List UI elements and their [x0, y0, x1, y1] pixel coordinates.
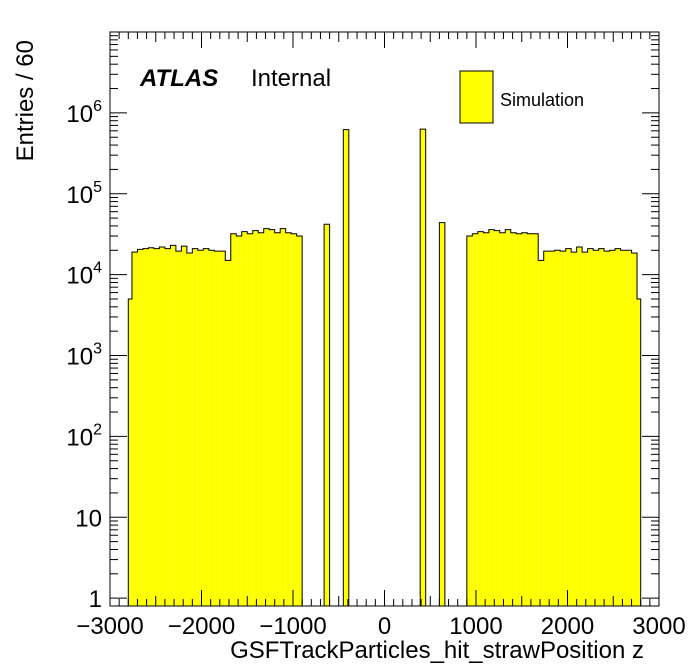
y-axis-ticks: 1 10 102 103 104 105 106: [66, 35, 659, 613]
histogram-bin: [170, 245, 176, 607]
histogram-bin: [247, 233, 253, 606]
legend-swatch: [459, 70, 494, 124]
histogram-bin: [615, 248, 621, 606]
histogram-bin: [263, 228, 270, 606]
histogram-bin: [571, 252, 577, 606]
histogram-bin: [142, 248, 149, 606]
histogram-bin: [192, 248, 198, 606]
histogram-bin: [203, 248, 209, 606]
y-tick-label: 1: [89, 586, 102, 613]
histogram-bin: [499, 232, 506, 607]
histogram-bin: [181, 246, 187, 606]
histogram-bin: [532, 233, 539, 606]
histogram-bin: [128, 298, 132, 606]
histogram-bin: [576, 246, 583, 607]
histogram-bin: [291, 233, 297, 606]
histogram-bin: [269, 229, 275, 606]
histogram-bin: [197, 250, 204, 606]
histogram-bin: [285, 232, 292, 607]
x-axis-label: GSFTrackParticles_hit_strawPosition z: [230, 637, 644, 664]
histogram-bin: [296, 236, 303, 606]
histogram-bin: [554, 250, 561, 606]
histogram-bin: [219, 251, 226, 606]
histogram-outline: [342, 129, 350, 606]
histogram-bin: [593, 250, 599, 606]
histogram-bin: [637, 298, 641, 606]
y-tick-label: 10: [75, 505, 102, 532]
x-axis-ticks: −3000 −2000 −1000 0 1000 2000 3000: [76, 32, 686, 640]
histogram-bin: [236, 236, 242, 606]
histogram-bin: [420, 129, 426, 606]
x-tick-label: 1000: [449, 613, 502, 640]
x-tick-label: 3000: [632, 613, 685, 640]
histogram-bin: [324, 224, 330, 606]
histogram-bin: [565, 248, 572, 606]
histogram-bin: [609, 250, 616, 606]
histogram-bin: [159, 246, 165, 607]
histogram-bin: [488, 229, 495, 606]
histogram-bin: [604, 251, 610, 606]
y-axis-label: Entries / 60: [12, 40, 39, 161]
histogram-bin: [582, 252, 588, 606]
histogram-bin: [252, 230, 259, 606]
histogram-bin: [137, 249, 143, 606]
histogram-bin: [164, 248, 171, 606]
histogram-bin: [214, 251, 220, 606]
histogram-outline: [323, 223, 331, 606]
histogram-outline: [438, 222, 446, 606]
histogram-bin: [225, 260, 231, 606]
histogram-bars: [127, 128, 642, 607]
histogram-bin: [280, 228, 286, 606]
histogram-bin: [620, 250, 627, 606]
histogram-bin: [549, 251, 555, 606]
histogram-bin: [472, 233, 478, 606]
histogram-bin: [466, 236, 473, 606]
y-tick-label: 102: [66, 421, 102, 451]
atlas-status-label: Internal: [251, 65, 331, 92]
histogram-bin: [258, 232, 264, 607]
histogram-bin: [560, 251, 566, 606]
y-tick-label: 103: [66, 341, 102, 371]
y-tick-label: 106: [66, 98, 102, 128]
histogram-bin: [494, 230, 500, 606]
histogram-bin: [543, 251, 550, 606]
x-tick-label: −3000: [76, 613, 143, 640]
histogram-bin: [131, 252, 138, 606]
histogram-bin: [186, 253, 193, 606]
histogram-bin: [230, 233, 237, 606]
histogram-outline: [466, 229, 642, 606]
histogram-bin: [153, 248, 160, 606]
atlas-label: ATLAS: [139, 65, 218, 92]
histogram-bin: [521, 232, 528, 607]
y-tick-label: 105: [66, 179, 102, 209]
histogram-bin: [175, 251, 182, 606]
histogram-bin: [439, 222, 445, 606]
histogram-bin: [598, 248, 605, 606]
histogram-bin: [483, 232, 489, 607]
histogram-bin: [510, 232, 517, 607]
legend-entry-simulation: Simulation: [500, 90, 584, 110]
histogram-outline: [419, 128, 427, 606]
histogram-bin: [241, 231, 248, 606]
histogram-bin: [587, 248, 594, 606]
histogram-bin: [148, 247, 154, 606]
histogram-bin: [343, 129, 349, 606]
legend: Simulation: [459, 70, 584, 124]
histogram-bin: [208, 250, 215, 606]
histogram-bin: [527, 233, 533, 606]
histogram-bin: [538, 260, 544, 606]
histogram-bin: [626, 250, 632, 606]
histogram-bin: [274, 232, 281, 607]
histogram-bin: [477, 231, 484, 606]
x-tick-label: 0: [378, 613, 391, 640]
x-tick-label: −2000: [168, 613, 235, 640]
histogram-bin: [505, 229, 511, 606]
y-tick-label: 104: [66, 260, 102, 290]
histogram-outline: [127, 228, 303, 606]
x-tick-label: 2000: [541, 613, 594, 640]
x-tick-label: −1000: [259, 613, 326, 640]
histogram-bin: [516, 233, 522, 606]
histogram-bin: [631, 253, 638, 606]
